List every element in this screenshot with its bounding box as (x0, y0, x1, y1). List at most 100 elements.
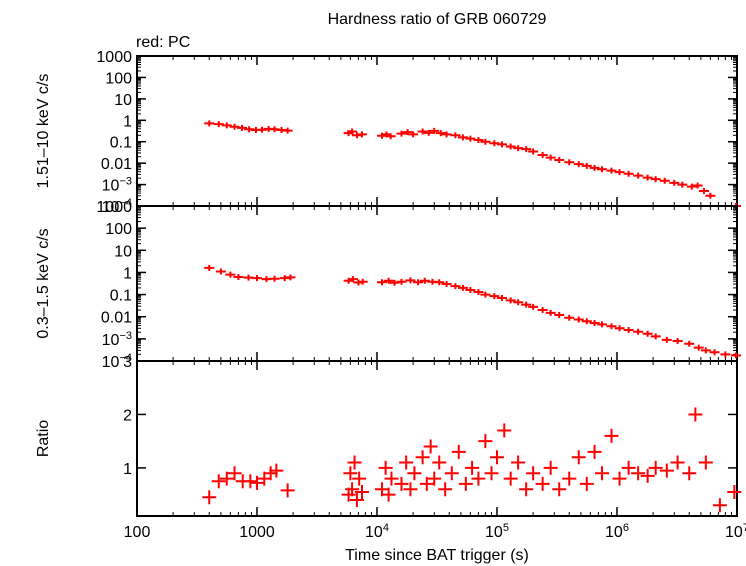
data-point (450, 283, 461, 290)
data-point (480, 138, 491, 145)
data-point (489, 293, 500, 300)
data-point (587, 444, 602, 459)
chart-title: Hardness ratio of GRB 060729 (328, 11, 547, 28)
data-point (384, 471, 399, 486)
data-point (537, 307, 548, 314)
data-point (444, 466, 459, 481)
data-point (219, 471, 234, 486)
data-point (612, 471, 627, 486)
y-axis-label-soft: 0.3–1.5 keV c/s (35, 228, 52, 338)
data-point (621, 460, 636, 475)
data-point (720, 351, 731, 358)
y-tick-label: 100 (105, 221, 132, 238)
data-point (423, 129, 434, 136)
data-point (650, 176, 661, 183)
data-point (450, 132, 461, 139)
y-tick-label: 3 (123, 354, 132, 371)
data-point (407, 466, 422, 481)
y-tick-label: 1000 (96, 49, 132, 66)
data-point (573, 161, 584, 168)
y-tick-label: 1 (123, 113, 132, 130)
data-point (457, 284, 468, 291)
data-point (204, 264, 215, 271)
data-point (528, 303, 539, 310)
data-point (381, 487, 396, 502)
data-point (693, 344, 704, 351)
data-point (606, 323, 617, 330)
data-point (692, 182, 703, 189)
panel-frame (136, 360, 738, 517)
data-point (562, 471, 577, 486)
data-point (709, 349, 720, 356)
y-tick-label: 1 (123, 265, 132, 282)
data-point (727, 484, 742, 499)
data-point (250, 475, 264, 490)
series-soft (204, 264, 741, 359)
data-point (642, 174, 653, 181)
data-point (269, 275, 280, 282)
y-tick-label: 10−3 (102, 330, 132, 349)
data-point (670, 455, 685, 470)
panel-frame (136, 205, 738, 362)
data-point (537, 151, 548, 158)
data-point (478, 434, 493, 449)
data-point (237, 124, 248, 131)
data-point (682, 466, 697, 481)
data-point (383, 277, 394, 284)
x-tick-label: 104 (365, 522, 389, 541)
data-point (347, 128, 358, 135)
data-point (349, 492, 364, 507)
data-point (597, 321, 608, 328)
data-point (564, 159, 575, 166)
data-point (202, 490, 217, 505)
data-point (684, 340, 695, 347)
y-tick-label: 0.1 (110, 288, 132, 305)
data-point (465, 287, 476, 294)
data-point (473, 289, 484, 296)
data-point (489, 140, 500, 147)
y-axis-label-ratio: Ratio (35, 420, 52, 457)
data-point (435, 130, 446, 137)
data-point (554, 157, 565, 164)
data-point (519, 482, 534, 497)
data-point (438, 482, 453, 497)
y-tick-label: 1000 (96, 199, 132, 216)
data-point (650, 333, 661, 340)
data-point (503, 471, 518, 486)
data-point (581, 318, 592, 325)
data-point (343, 466, 358, 481)
data-point (243, 474, 258, 489)
data-point (564, 314, 575, 321)
data-point (357, 131, 368, 138)
data-point (413, 279, 424, 286)
data-point (595, 466, 610, 481)
data-point (688, 407, 703, 422)
data-point (269, 463, 284, 478)
data-point (352, 471, 367, 486)
data-point (394, 476, 409, 491)
data-point (543, 460, 558, 475)
data-point (221, 122, 232, 129)
data-point (705, 192, 716, 199)
data-point (686, 183, 697, 190)
data-point (211, 474, 226, 489)
data-point (614, 169, 625, 176)
data-point (730, 352, 741, 359)
data-point (505, 143, 516, 150)
data-point (545, 154, 556, 161)
x-tick-label: 105 (485, 522, 509, 541)
data-point (579, 476, 594, 491)
y-tick-label: 10 (114, 92, 132, 109)
data-point (554, 311, 565, 318)
data-point (451, 444, 466, 459)
data-point (405, 277, 416, 284)
data-point (357, 278, 368, 285)
data-point (345, 482, 360, 497)
data-point (496, 141, 507, 148)
y-tick-label: 10−4 (102, 352, 132, 371)
data-point (640, 468, 655, 483)
x-tick-label: 1000 (239, 524, 275, 541)
data-point (215, 268, 226, 275)
data-point (573, 316, 584, 323)
